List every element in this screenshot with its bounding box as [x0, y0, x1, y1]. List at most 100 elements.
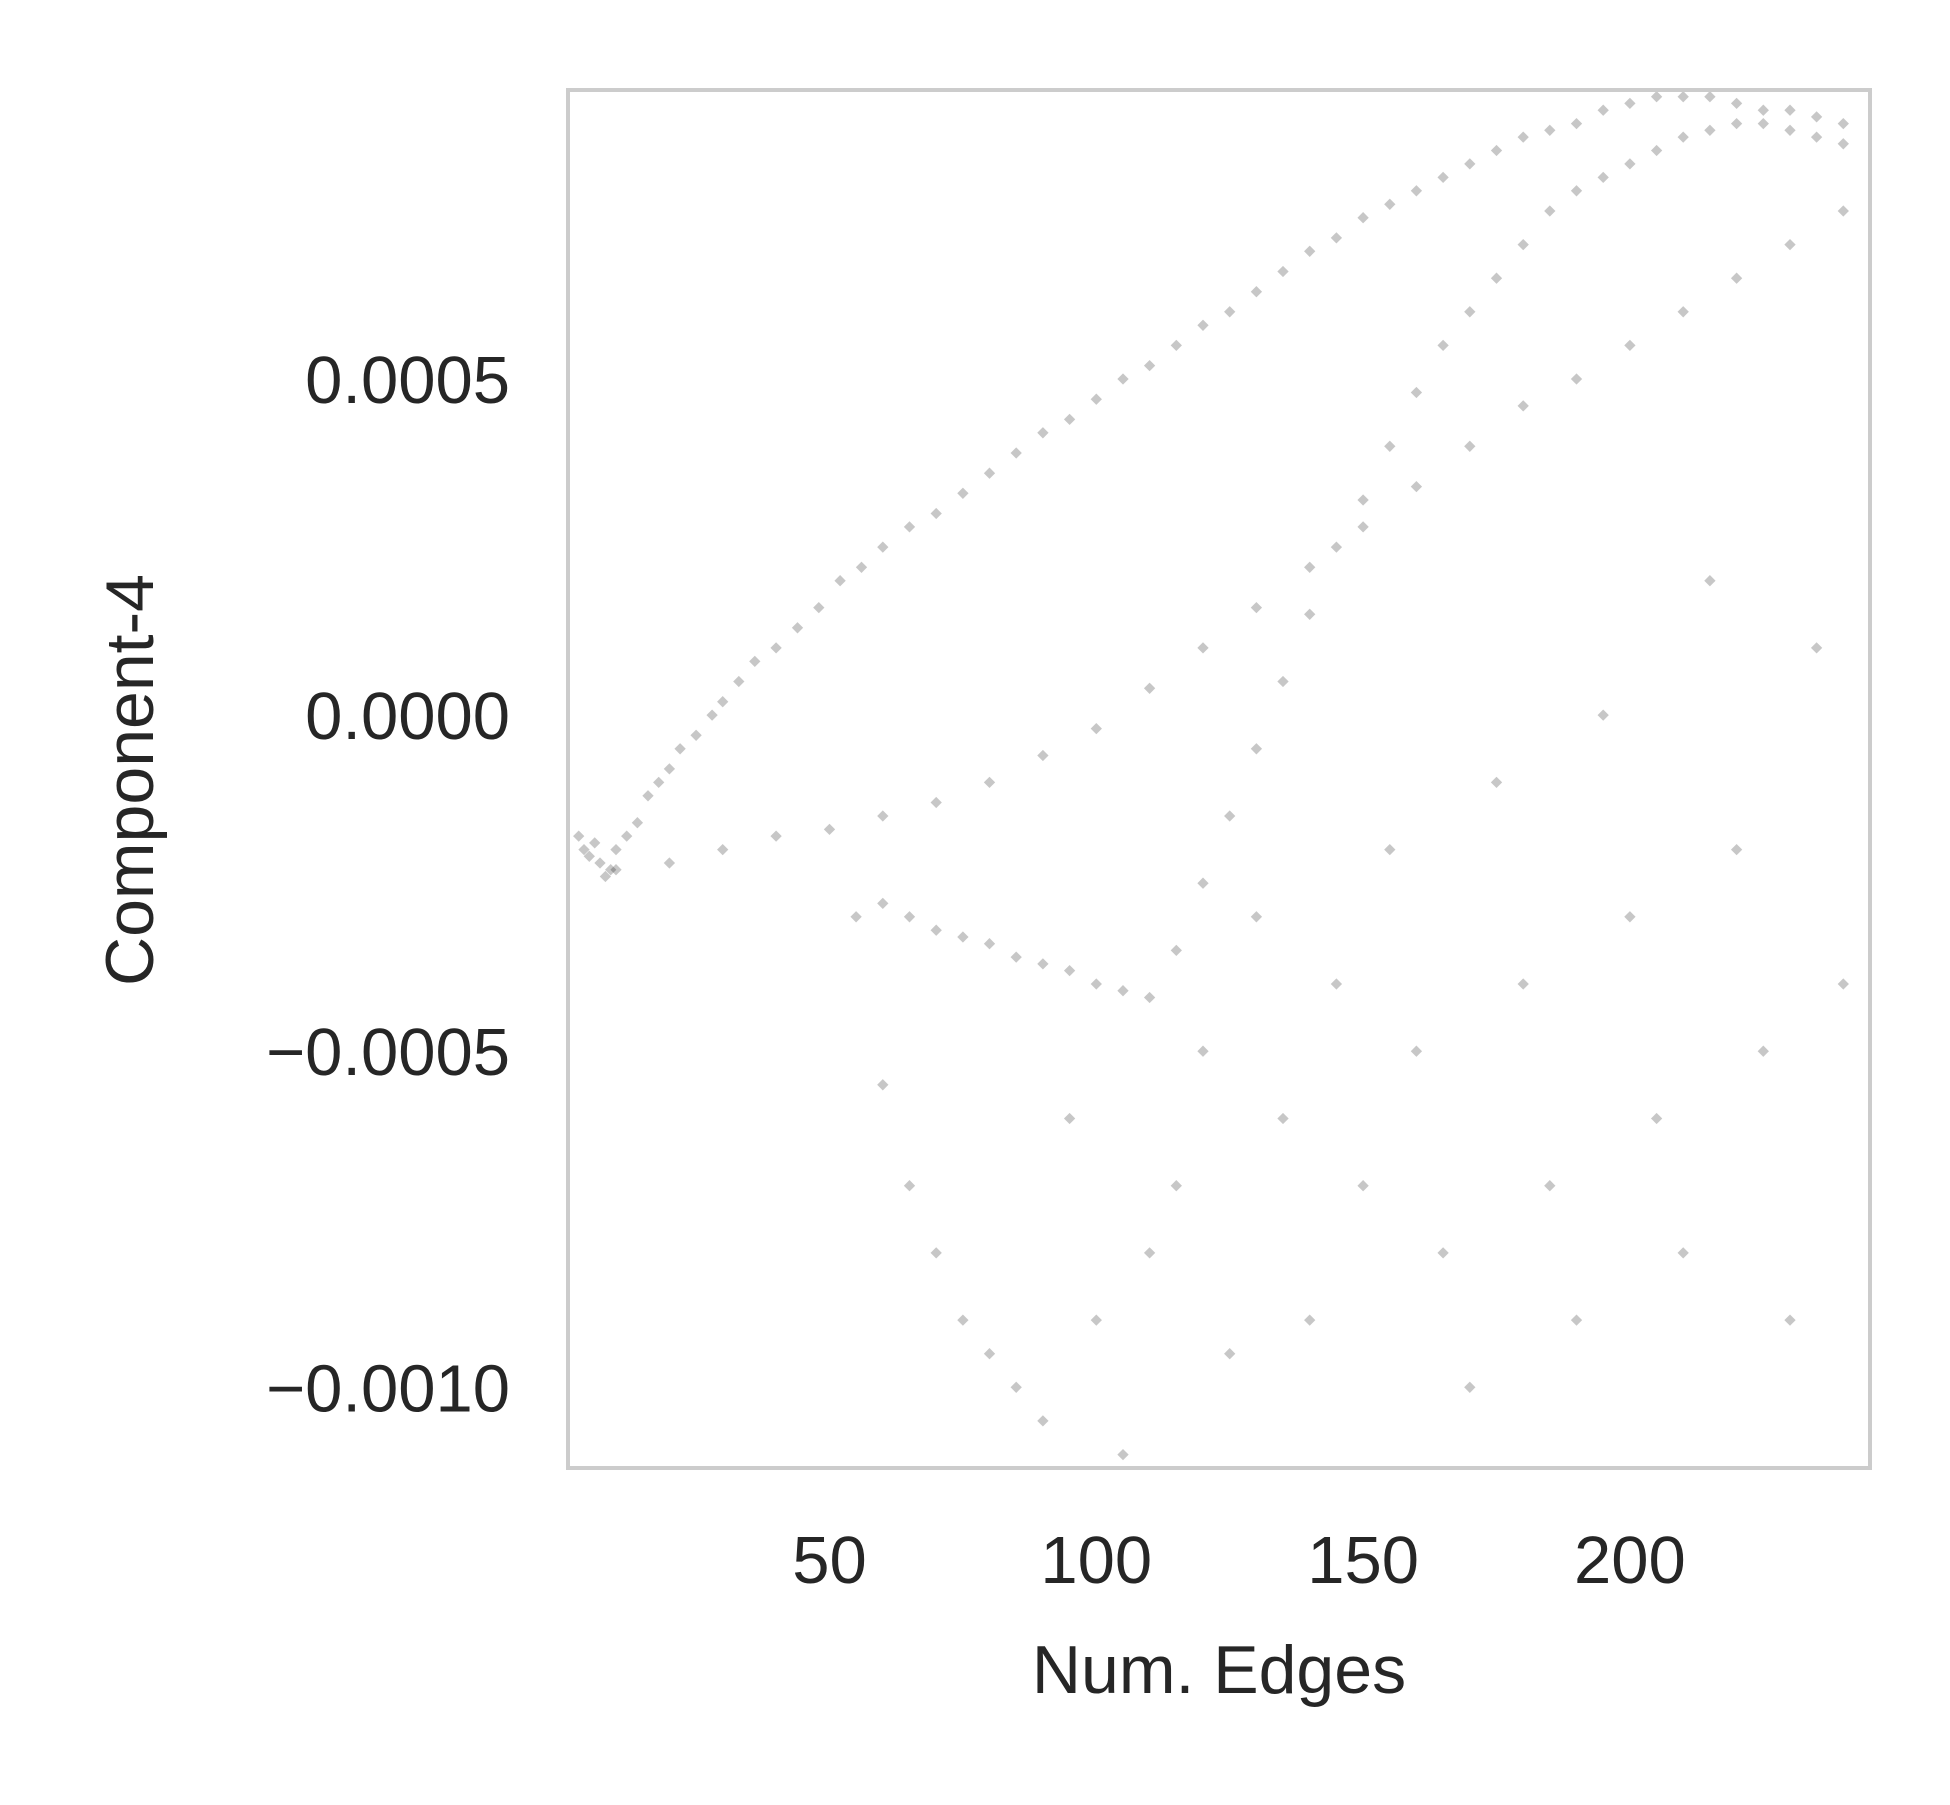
data-point — [1410, 386, 1423, 399]
data-point — [1357, 212, 1369, 224]
data-point — [1597, 171, 1609, 184]
data-point — [1250, 743, 1263, 755]
data-point — [1010, 951, 1022, 963]
data-point — [1570, 373, 1583, 385]
data-point — [1197, 319, 1209, 331]
plot-area — [566, 88, 1872, 1470]
data-point — [1624, 911, 1636, 923]
data-point — [1490, 272, 1503, 284]
data-point — [1437, 339, 1449, 352]
data-point — [1277, 675, 1289, 688]
data-point — [1117, 373, 1129, 385]
data-point — [1464, 440, 1476, 452]
data-point — [877, 897, 889, 910]
y-tick-label: 0.0005 — [305, 343, 510, 418]
data-point — [1090, 393, 1102, 405]
data-point — [770, 642, 782, 654]
x-tick-label: 200 — [1574, 1523, 1686, 1598]
data-point — [1117, 1448, 1129, 1461]
data-point — [1010, 1381, 1022, 1393]
data-point — [1730, 117, 1743, 130]
data-point — [583, 850, 595, 862]
data-point — [1277, 265, 1289, 278]
data-point — [791, 622, 804, 634]
data-point — [1704, 91, 1716, 103]
data-point — [1197, 642, 1209, 654]
data-point — [1330, 232, 1343, 244]
data-point — [957, 487, 969, 499]
data-point — [1810, 111, 1823, 123]
data-points — [573, 91, 1849, 1461]
data-point — [1224, 306, 1236, 318]
data-point — [1837, 205, 1849, 217]
y-tick-label: −0.0005 — [266, 1015, 510, 1090]
x-axis-ticks: 50 100 150 200 — [792, 1523, 1686, 1598]
data-point — [1063, 413, 1076, 426]
data-point — [1197, 1045, 1209, 1057]
data-point — [1624, 158, 1636, 170]
data-point — [1143, 1247, 1156, 1259]
data-point — [1650, 144, 1663, 157]
data-point — [957, 1314, 969, 1326]
data-point — [1143, 682, 1156, 694]
data-point — [1544, 124, 1556, 136]
data-point — [1597, 709, 1609, 721]
data-point — [823, 823, 836, 836]
data-point — [1330, 978, 1343, 990]
data-point — [1517, 238, 1529, 251]
data-point — [1650, 91, 1663, 103]
data-point — [1090, 978, 1102, 990]
data-point — [1810, 131, 1823, 143]
data-point — [1437, 171, 1449, 184]
data-point — [813, 601, 825, 614]
data-point — [1063, 1112, 1076, 1125]
data-point — [1677, 131, 1689, 143]
data-point — [1197, 877, 1209, 889]
data-point — [1597, 104, 1609, 116]
data-point — [1784, 238, 1796, 251]
data-point — [983, 467, 996, 479]
data-point — [1837, 138, 1849, 150]
data-point — [1410, 480, 1423, 493]
data-point — [717, 843, 729, 856]
data-point — [1250, 601, 1263, 614]
data-point — [717, 696, 729, 708]
data-point — [1837, 117, 1849, 130]
data-point — [621, 830, 633, 842]
data-point — [1624, 339, 1636, 352]
data-point — [930, 924, 942, 936]
data-point — [834, 575, 846, 587]
data-point — [599, 870, 612, 883]
data-point — [1490, 776, 1503, 789]
data-point — [983, 776, 996, 789]
data-point — [1304, 561, 1316, 573]
data-point — [1704, 124, 1716, 136]
y-axis-ticks: 0.0005 0.0000 −0.0005 −0.0010 — [266, 343, 510, 1426]
data-point — [983, 1348, 996, 1360]
data-point — [1304, 1314, 1316, 1326]
data-point — [1490, 144, 1503, 157]
data-point — [1704, 575, 1716, 587]
x-axis-label: Num. Edges — [1032, 1632, 1406, 1708]
data-point — [663, 857, 676, 869]
data-point — [1330, 541, 1343, 553]
data-point — [1037, 958, 1049, 970]
data-point — [690, 729, 702, 741]
data-point — [1730, 97, 1743, 110]
data-point — [1224, 810, 1236, 822]
data-point — [930, 507, 942, 520]
data-point — [1010, 447, 1022, 459]
data-point — [1517, 978, 1529, 990]
data-point — [1384, 198, 1396, 210]
data-point — [855, 561, 868, 573]
data-point — [578, 843, 590, 856]
data-point — [1063, 964, 1076, 977]
data-point — [610, 864, 622, 876]
data-point — [1784, 124, 1796, 136]
data-point — [957, 931, 969, 943]
data-point — [877, 541, 889, 553]
data-point — [903, 521, 916, 533]
data-point — [1037, 427, 1049, 439]
data-point — [1410, 185, 1423, 197]
data-point — [663, 763, 676, 775]
